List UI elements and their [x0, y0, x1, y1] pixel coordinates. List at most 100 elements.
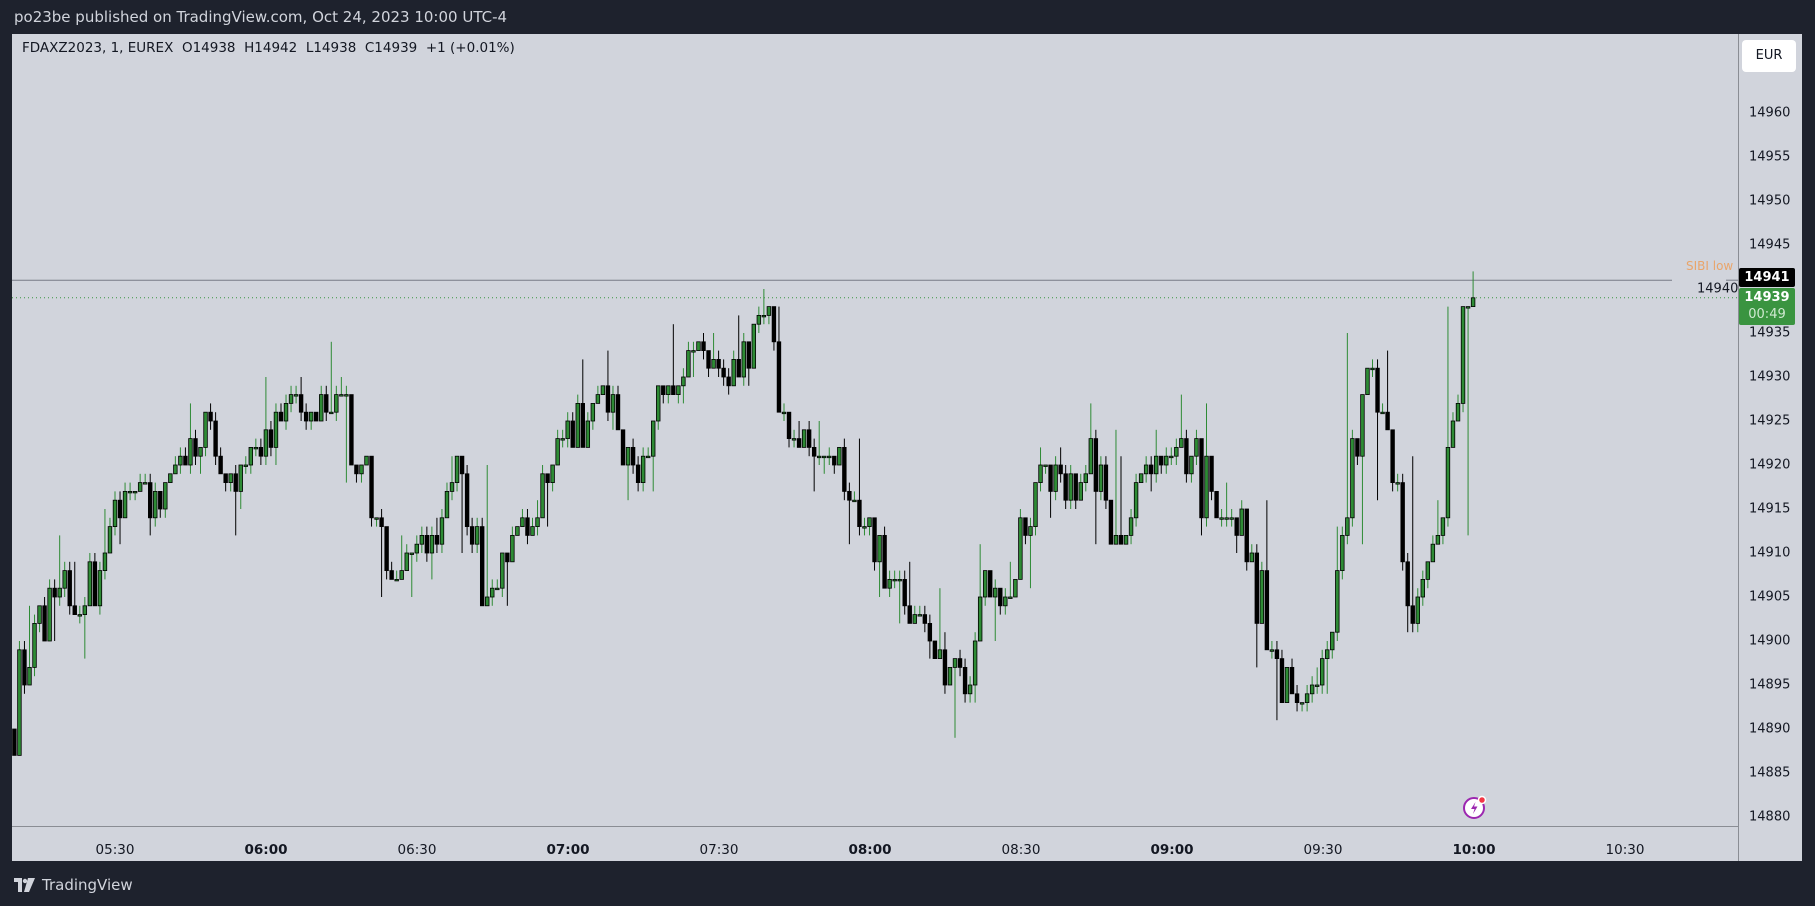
- candle-body[interactable]: [288, 394, 294, 404]
- candle-body[interactable]: [877, 534, 882, 563]
- candle-body[interactable]: [1113, 534, 1119, 545]
- candle-body[interactable]: [1083, 473, 1088, 483]
- candle-body[interactable]: [404, 552, 409, 572]
- candle-body[interactable]: [967, 684, 973, 695]
- candle-body[interactable]: [771, 306, 777, 343]
- candle-body[interactable]: [1380, 411, 1385, 415]
- candle-body[interactable]: [1033, 482, 1038, 528]
- candle-body[interactable]: [228, 473, 233, 483]
- candle-body[interactable]: [57, 587, 62, 598]
- candle-body[interactable]: [163, 482, 168, 510]
- candle-body[interactable]: [132, 490, 138, 494]
- candle-body[interactable]: [273, 411, 279, 448]
- candle-body[interactable]: [1108, 499, 1114, 545]
- candle-body[interactable]: [369, 455, 374, 519]
- candle-body[interactable]: [1325, 649, 1330, 659]
- candle-body[interactable]: [1309, 684, 1315, 695]
- candle-body[interactable]: [1340, 534, 1345, 571]
- candle-body[interactable]: [22, 649, 27, 686]
- candle-body[interactable]: [1013, 579, 1018, 598]
- candle-body[interactable]: [706, 350, 711, 369]
- candle-body[interactable]: [822, 455, 827, 459]
- candle-body[interactable]: [1048, 464, 1053, 492]
- candle-body[interactable]: [651, 420, 656, 457]
- candle-body[interactable]: [1169, 455, 1174, 459]
- candle-body[interactable]: [459, 455, 465, 475]
- candle-body[interactable]: [208, 411, 213, 422]
- candle-body[interactable]: [796, 438, 802, 448]
- candle-body[interactable]: [1289, 667, 1295, 695]
- candle-body[interactable]: [570, 420, 575, 448]
- candle-body[interactable]: [811, 446, 817, 457]
- candle-body[interactable]: [1133, 482, 1139, 519]
- candle-body[interactable]: [1284, 667, 1290, 704]
- candle-body[interactable]: [17, 649, 22, 756]
- candle-body[interactable]: [1234, 517, 1239, 536]
- candle-body[interactable]: [993, 587, 998, 598]
- candle-body[interactable]: [600, 385, 606, 395]
- candle-body[interactable]: [1460, 306, 1466, 404]
- candle-body[interactable]: [1088, 438, 1094, 475]
- candle-body[interactable]: [847, 490, 852, 501]
- candle-body[interactable]: [1214, 490, 1219, 519]
- candle-body[interactable]: [454, 455, 460, 484]
- candle-body[interactable]: [319, 394, 324, 422]
- candle-body[interactable]: [1410, 605, 1415, 624]
- candle-body[interactable]: [1405, 561, 1410, 607]
- candle-body[interactable]: [414, 543, 419, 554]
- candle-body[interactable]: [666, 385, 671, 395]
- candle-body[interactable]: [1335, 570, 1340, 633]
- candle-body[interactable]: [379, 517, 384, 527]
- candle-body[interactable]: [303, 411, 309, 422]
- candle-body[interactable]: [575, 402, 580, 448]
- candle-body[interactable]: [932, 640, 938, 660]
- candle-body[interactable]: [107, 526, 113, 554]
- candle-body[interactable]: [1304, 693, 1310, 703]
- candle-body[interactable]: [1365, 367, 1370, 396]
- candle-body[interactable]: [238, 464, 243, 492]
- candle-body[interactable]: [1350, 438, 1355, 519]
- candle-body[interactable]: [178, 455, 183, 466]
- candle-body[interactable]: [253, 446, 259, 450]
- candle-body[interactable]: [42, 605, 47, 642]
- candle-body[interactable]: [505, 552, 510, 563]
- candle-body[interactable]: [962, 667, 968, 695]
- chart-pane[interactable]: FDAXZ2023, 1, EUREX O14938 H14942 L14938…: [12, 34, 1738, 826]
- candle-body[interactable]: [87, 561, 93, 607]
- candle-body[interactable]: [550, 464, 555, 484]
- candle-body[interactable]: [1299, 702, 1305, 705]
- candle-body[interactable]: [495, 587, 500, 591]
- candle-body[interactable]: [394, 579, 399, 582]
- candle-body[interactable]: [661, 385, 666, 395]
- candle-body[interactable]: [972, 640, 978, 686]
- candle-body[interactable]: [671, 385, 676, 395]
- candle-body[interactable]: [248, 446, 254, 466]
- footer-brand[interactable]: TradingView: [14, 874, 133, 896]
- candle-body[interactable]: [786, 411, 792, 440]
- candle-body[interactable]: [1073, 473, 1078, 501]
- candle-body[interactable]: [917, 614, 922, 617]
- candle-body[interactable]: [1123, 534, 1129, 545]
- candle-body[interactable]: [1184, 438, 1189, 475]
- candle-body[interactable]: [817, 455, 822, 459]
- candle-body[interactable]: [741, 341, 746, 378]
- candle-body[interactable]: [580, 402, 585, 448]
- candle-body[interactable]: [897, 579, 902, 582]
- candle-body[interactable]: [52, 587, 57, 598]
- candle-body[interactable]: [429, 534, 435, 554]
- candle-body[interactable]: [520, 517, 525, 527]
- candle-body[interactable]: [500, 552, 505, 589]
- candle-body[interactable]: [82, 605, 88, 615]
- candle-body[interactable]: [1229, 517, 1234, 520]
- candle-body[interactable]: [1294, 693, 1300, 703]
- candle-body[interactable]: [384, 526, 389, 572]
- candle-body[interactable]: [892, 579, 897, 582]
- candle-body[interactable]: [283, 402, 289, 422]
- candle-body[interactable]: [1420, 579, 1425, 598]
- candle-body[interactable]: [731, 358, 736, 387]
- candle-body[interactable]: [625, 446, 631, 466]
- candle-body[interactable]: [656, 385, 661, 422]
- candle-body[interactable]: [233, 473, 238, 492]
- candle-body[interactable]: [213, 420, 218, 457]
- candle-body[interactable]: [1023, 517, 1028, 536]
